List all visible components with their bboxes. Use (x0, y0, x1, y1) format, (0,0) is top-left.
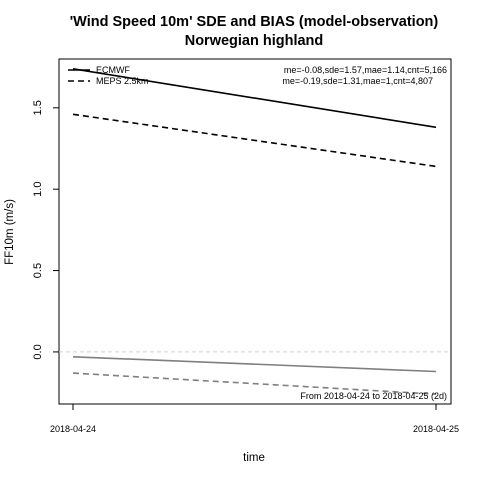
y-axis-label: FF10m (m/s) (4, 199, 16, 265)
y-tick-label: 1.0 (32, 182, 44, 197)
y-tick-label: 0.0 (32, 344, 44, 359)
x-tick-label: 2018-04-25 (413, 424, 459, 434)
stats-ecmwf: me=-0.08,sde=1.57,mae=1.14,cnt=5,166 (284, 65, 447, 75)
stats-box: me=-0.08,sde=1.57,mae=1.14,cnt=5,166 me=… (282, 65, 447, 86)
series-line-ecmwf-sde (72, 68, 437, 129)
series-group (72, 68, 437, 395)
x-tick-label: 2018-04-24 (50, 424, 96, 434)
y-tick-label: 1.5 (32, 100, 44, 115)
legend-label-ecmwf: ECMWF (96, 65, 130, 75)
legend-label-meps: MEPS 2.5km (96, 76, 149, 86)
series-line-meps-2-5km-bias (72, 372, 437, 395)
stats-meps: me=-0.19,sde=1.31,mae=1,cnt=4,807 (282, 76, 433, 86)
plot-frame (58, 58, 452, 405)
series-line-meps-2-5km-sde (72, 113, 437, 168)
y-axis: 0.0 0.5 1.0 1.5 (32, 100, 59, 360)
x-axis: 2018-04-24 2018-04-25 (50, 404, 459, 434)
series-line-ecmwf-bias (72, 356, 437, 373)
date-range-note: From 2018-04-24 to 2018-04-25 (2d) (300, 391, 447, 401)
y-tick-label: 0.5 (32, 263, 44, 278)
chart-title: 'Wind Speed 10m' SDE and BIAS (model-obs… (70, 14, 439, 30)
x-axis-label: time (243, 452, 265, 464)
chart-subtitle: Norwegian highland (185, 33, 324, 49)
legend: ECMWF MEPS 2.5km (68, 65, 149, 86)
